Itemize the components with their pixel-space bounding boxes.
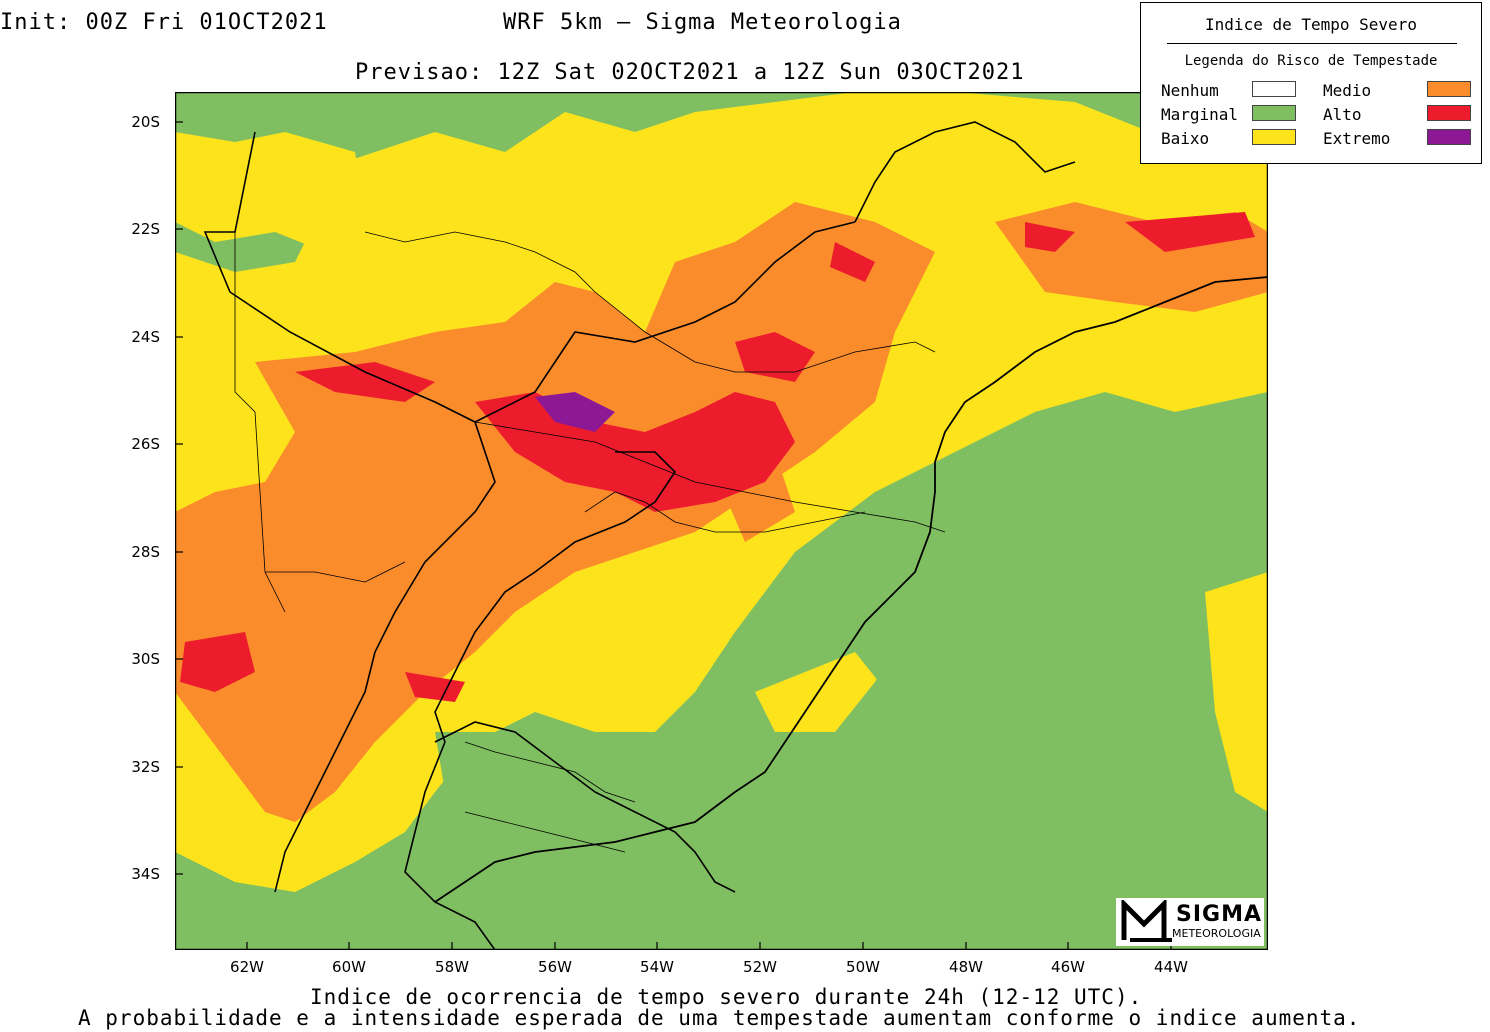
- coastline: [434, 276, 1268, 903]
- lon-label: 58W: [435, 958, 469, 976]
- legend-label-marginal: Marginal: [1161, 105, 1239, 124]
- legend-swatch-marginal: [1252, 105, 1296, 121]
- lat-label: 20S: [131, 113, 160, 131]
- chart-title: WRF 5km — Sigma Meteorologia: [503, 10, 902, 35]
- legend-label-alto: Alto: [1323, 105, 1362, 124]
- lon-label: 60W: [332, 958, 366, 976]
- logo-word: SIGMA: [1176, 902, 1263, 927]
- sigma-m-icon: [1121, 900, 1172, 942]
- lat-label: 30S: [131, 650, 160, 668]
- legend-title: Indice de Tempo Severo: [1205, 15, 1417, 34]
- risk-extreme-area: [535, 392, 615, 432]
- footer-line-1: Indice de ocorrencia de tempo severo dur…: [310, 985, 1143, 1009]
- logo-subtitle: METEOROLOGIA: [1172, 927, 1261, 940]
- severe-weather-map: [175, 92, 1268, 950]
- lon-ticks: [246, 942, 1172, 950]
- legend: Indice de Tempo Severo Legenda do Risco …: [1140, 2, 1482, 164]
- lat-label: 26S: [131, 435, 160, 453]
- sigma-logo: SIGMA METEOROLOGIA: [1116, 898, 1264, 946]
- legend-label-extremo: Extremo: [1323, 129, 1391, 148]
- footer-line-2: A probabilidade e a intensidade esperada…: [78, 1006, 1361, 1030]
- lon-label: 56W: [538, 958, 572, 976]
- legend-swatch-extremo: [1427, 129, 1471, 145]
- legend-label-medio: Medio: [1323, 81, 1372, 100]
- legend-swatch-baixo: [1252, 129, 1296, 145]
- risk-marginal-area: [175, 442, 1268, 950]
- lat-label: 34S: [131, 865, 160, 883]
- lon-label: 44W: [1154, 958, 1188, 976]
- legend-label-nenhum: Nenhum: [1161, 81, 1219, 100]
- lat-label: 32S: [131, 758, 160, 776]
- lon-label: 46W: [1051, 958, 1085, 976]
- forecast-period: Previsao: 12Z Sat 02OCT2021 a 12Z Sun 03…: [355, 60, 1025, 85]
- state-borders: [234, 231, 946, 853]
- legend-subtitle: Legenda do Risco de Tempestade: [1184, 53, 1438, 69]
- init-time: Init: 00Z Fri 01OCT2021: [0, 10, 328, 35]
- lat-label: 28S: [131, 543, 160, 561]
- lon-label: 50W: [846, 958, 880, 976]
- legend-swatch-alto: [1427, 105, 1471, 121]
- lon-label: 62W: [230, 958, 264, 976]
- lon-label: 54W: [640, 958, 674, 976]
- legend-label-baixo: Baixo: [1161, 129, 1210, 148]
- legend-swatch-nenhum: [1252, 81, 1296, 97]
- lat-ticks: [175, 121, 183, 875]
- lat-label: 24S: [131, 328, 160, 346]
- legend-swatch-medio: [1427, 81, 1471, 97]
- country-borders: [203, 121, 1076, 950]
- lon-label: 48W: [949, 958, 983, 976]
- lat-label: 22S: [131, 220, 160, 238]
- map-frame: [175, 92, 1268, 950]
- lon-label: 52W: [743, 958, 777, 976]
- legend-divider: [1167, 43, 1457, 44]
